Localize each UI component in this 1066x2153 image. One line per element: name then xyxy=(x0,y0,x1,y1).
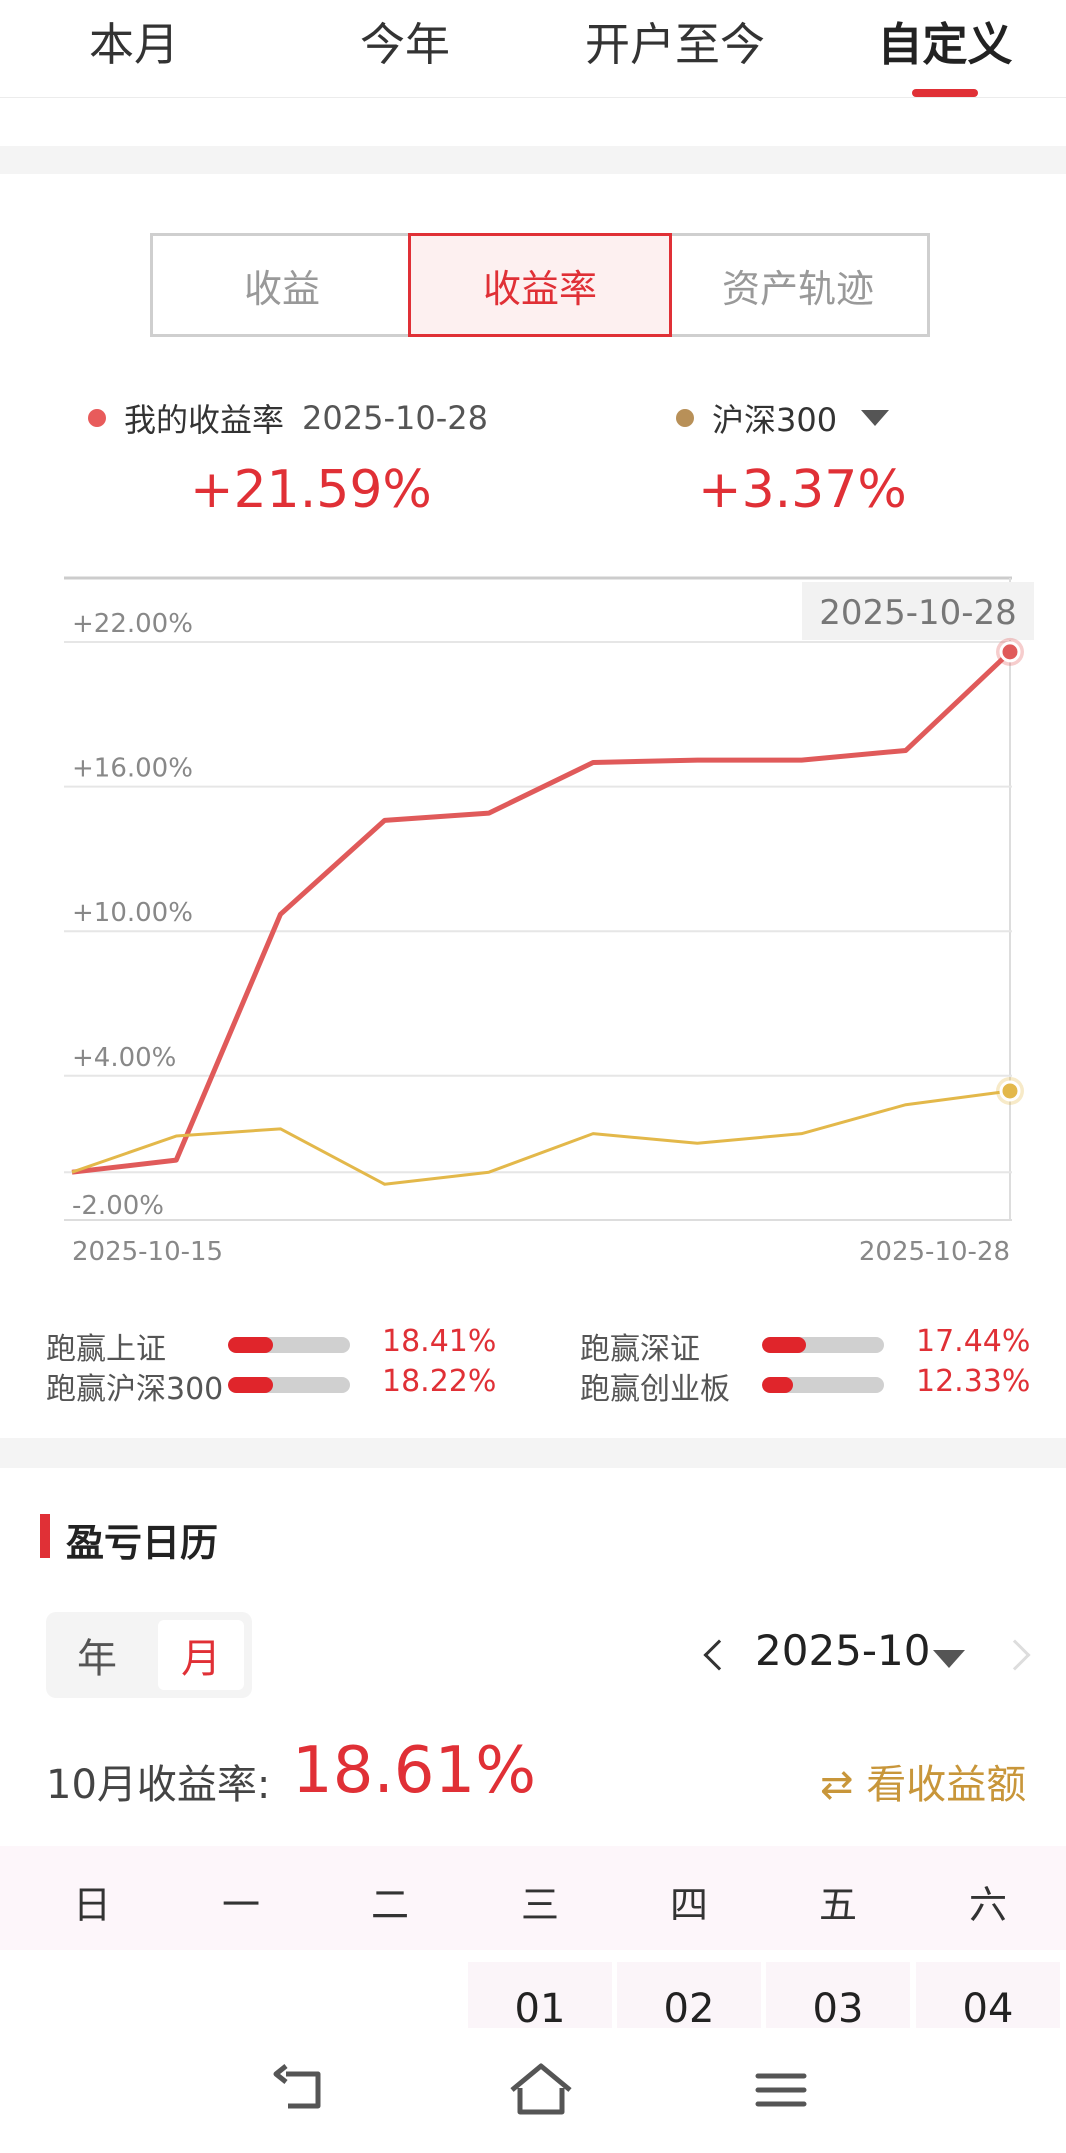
calendar-title: 盈亏日历 xyxy=(66,1521,219,1565)
beat-sse-bar xyxy=(228,1337,350,1353)
year-month-toggle: 年 月 xyxy=(46,1612,252,1698)
view-amount-link[interactable]: ⇄ 看收益额 xyxy=(820,1752,1026,1810)
weekday-mon: 一 xyxy=(221,1883,261,1927)
beat-sse-value: 18.41% xyxy=(382,1324,497,1359)
weekday-wed: 三 xyxy=(520,1883,560,1927)
day-cell[interactable] xyxy=(766,1962,910,2028)
benchmark-dot-icon xyxy=(676,409,694,427)
mine-dot-icon xyxy=(88,409,106,427)
benchmark-line xyxy=(71,1089,1011,1186)
month-rate-value: 18.61% xyxy=(292,1734,537,1808)
beat-szse-value: 17.44% xyxy=(916,1324,1031,1359)
legend-mine: 我的收益率 2025-10-28 xyxy=(88,395,488,441)
segment-profit[interactable]: 收益 xyxy=(243,266,320,311)
month-rate-label: 10月收益率: xyxy=(46,1762,271,1808)
benchmark-end-point xyxy=(999,1080,1021,1102)
system-navigation-bar xyxy=(0,2030,1066,2153)
beat-chinext-label: 跑赢创业板 xyxy=(580,1372,730,1407)
beat-sse-bar-fill xyxy=(228,1337,274,1353)
x-tick-label: 2025-10-15 xyxy=(72,1237,223,1267)
benchmark-return-value: +3.37% xyxy=(698,460,907,520)
period-tabs: 本月 今年 开户至今 自定义 xyxy=(0,0,1066,98)
y-tick-label: +22.00% xyxy=(72,609,193,639)
benchmark-dropdown-icon[interactable] xyxy=(861,410,890,426)
day-number[interactable]: 02 xyxy=(663,1986,715,2032)
view-amount-label: 看收益额 xyxy=(866,1762,1027,1808)
legend-benchmark[interactable]: 沪深300 xyxy=(676,395,890,441)
y-tick-label: -2.00% xyxy=(72,1191,164,1221)
tab-this-year[interactable]: 今年 xyxy=(359,18,451,71)
section-divider-2 xyxy=(0,1438,1066,1468)
weekday-sun: 日 xyxy=(72,1883,112,1927)
my-return-line xyxy=(71,650,1012,1175)
y-tick-label: +4.00% xyxy=(72,1043,176,1073)
swap-icon: ⇄ xyxy=(820,1762,854,1808)
section-accent-bar xyxy=(40,1514,50,1558)
tab-since-opening[interactable]: 开户至今 xyxy=(584,18,766,71)
my-return-end-point xyxy=(999,641,1021,663)
weekday-sat: 六 xyxy=(968,1883,1008,1927)
my-return-value: +21.59% xyxy=(190,460,432,520)
month-selector[interactable]: 2025-10 xyxy=(755,1626,931,1675)
section-divider xyxy=(0,146,1066,174)
y-tick-label: +10.00% xyxy=(72,898,193,928)
home-icon[interactable] xyxy=(506,2060,576,2120)
tab-this-month[interactable]: 本月 xyxy=(88,18,180,71)
beat-sse-label: 跑赢上证 xyxy=(46,1332,166,1367)
segment-asset-track[interactable]: 资产轨迹 xyxy=(721,266,874,311)
beat-chinext-value: 12.33% xyxy=(916,1364,1031,1399)
tooltip-box xyxy=(802,582,1034,640)
beat-csi300-value: 18.22% xyxy=(382,1364,497,1399)
day-cell[interactable] xyxy=(617,1962,761,2028)
weekday-thu: 四 xyxy=(669,1883,709,1927)
chart-mode-segmented-control: 收益 收益率 资产轨迹 xyxy=(150,233,930,337)
active-tab-indicator xyxy=(912,89,978,97)
day-cell[interactable] xyxy=(916,1962,1060,2028)
beat-szse-label: 跑赢深证 xyxy=(580,1332,700,1367)
back-icon[interactable] xyxy=(266,2060,336,2120)
weekday-tue: 二 xyxy=(370,1883,410,1927)
beat-csi300-bar xyxy=(228,1377,350,1393)
legend-benchmark-label: 沪深300 xyxy=(712,401,838,439)
beat-csi300-bar-fill xyxy=(228,1377,274,1393)
beat-chinext-bar xyxy=(762,1377,884,1393)
legend-date: 2025-10-28 xyxy=(302,399,488,437)
return-rate-line-chart[interactable]: +22.00% +16.00% +10.00% +4.00% -2.00% 2025-10… xyxy=(0,560,1066,1280)
weekday-header: 日 一 二 三 四 五 六 xyxy=(0,1846,1066,1950)
toggle-year[interactable]: 年 xyxy=(77,1636,117,1682)
weekday-fri: 五 xyxy=(818,1883,858,1927)
y-tick-label: +16.00% xyxy=(72,754,193,784)
beat-csi300-label: 跑赢沪深300 xyxy=(46,1372,224,1407)
segment-return-rate[interactable]: 收益率 xyxy=(408,233,672,337)
day-number[interactable]: 04 xyxy=(962,1986,1014,2032)
tab-custom[interactable]: 自定义 xyxy=(877,18,1013,71)
beat-szse-bar xyxy=(762,1337,884,1353)
tooltip-date: 2025-10-28 xyxy=(819,593,1017,633)
next-month-icon[interactable] xyxy=(999,1639,1031,1671)
beat-szse-bar-fill xyxy=(762,1337,806,1353)
menu-icon[interactable] xyxy=(746,2060,816,2120)
x-tick-label: 2025-10-28 xyxy=(859,1237,1010,1267)
prev-month-icon[interactable] xyxy=(703,1639,735,1671)
day-number[interactable]: 01 xyxy=(514,1986,566,2032)
day-cell[interactable] xyxy=(468,1962,612,2028)
day-number[interactable]: 03 xyxy=(812,1986,864,2032)
legend-mine-label: 我的收益率 xyxy=(124,401,285,439)
month-dropdown-icon[interactable] xyxy=(933,1650,965,1668)
toggle-month[interactable]: 月 xyxy=(158,1620,244,1690)
beat-chinext-bar-fill xyxy=(762,1377,793,1393)
